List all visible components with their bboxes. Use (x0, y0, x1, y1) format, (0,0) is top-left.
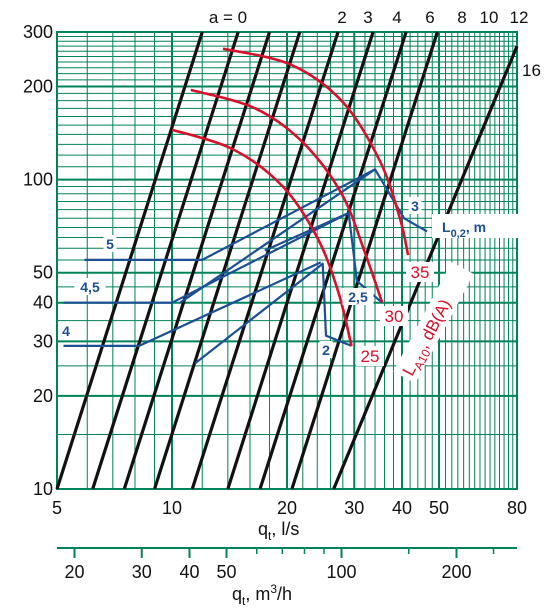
secondary-tick-label: 50 (216, 562, 236, 582)
noise-curve (190, 88, 384, 304)
x-axis-label: qt, l/s (258, 519, 299, 543)
a-line-label: 10 (480, 8, 499, 27)
throw-legend: L0,2, m (432, 214, 522, 240)
y-tick-label: 40 (33, 293, 53, 313)
noise-label-bg (380, 306, 408, 326)
noise-level-label: 25 (361, 347, 380, 366)
a-line-label: 16 (522, 61, 541, 80)
throw-legend-label: L0,2, m (442, 219, 486, 240)
x-tick-label: 5 (52, 498, 62, 518)
noise-level-label: 35 (411, 263, 430, 282)
noise-level-label: 30 (385, 307, 404, 326)
throw-level-label: 2 (322, 342, 330, 358)
y-tick-label: 100 (23, 170, 53, 190)
noise-curve (222, 47, 410, 256)
noise-label-bg (406, 262, 434, 282)
noise-label-bg (356, 346, 384, 366)
throw-label-bg (342, 288, 374, 305)
a-line-label: 12 (510, 8, 529, 27)
x-tick-label: 40 (392, 498, 412, 518)
secondary-tick-label: 200 (441, 562, 471, 582)
plot-frame (56, 31, 518, 490)
x-tick-label: 30 (344, 498, 364, 518)
throw-line (63, 212, 350, 304)
a-line (290, 31, 439, 490)
throw-level-label: 4 (62, 323, 70, 339)
y-tick-label: 200 (23, 76, 53, 96)
throw-label-bg (59, 322, 73, 339)
throw-line (194, 262, 352, 365)
a-line-label: a = 0 (209, 8, 247, 27)
secondary-x-axis: 20 30 40 50 100 200 (57, 547, 517, 582)
x-tick-label: 10 (162, 498, 182, 518)
a-line (258, 31, 408, 490)
y-axis-ticks: 10 20 30 40 50 100 200 300 (23, 22, 53, 499)
x-tick-label: 20 (277, 498, 297, 518)
throw-label-bg (408, 197, 422, 214)
throw-level-label: 3 (411, 198, 419, 214)
x-tick-label: 50 (429, 498, 449, 518)
throw-line (84, 168, 376, 261)
a-line-label: 4 (392, 8, 401, 27)
a-line-label: 8 (457, 8, 466, 27)
a-line-label: 6 (425, 8, 434, 27)
a-line-label: 2 (337, 8, 346, 27)
y-tick-label: 300 (23, 22, 53, 42)
grid-major (56, 31, 518, 490)
a-line (152, 31, 302, 490)
y-tick-label: 20 (33, 386, 53, 406)
a-line (190, 31, 340, 490)
throw-legend-bg (432, 214, 522, 238)
throw-level-label: 5 (106, 236, 114, 252)
noise-curves (171, 47, 410, 347)
secondary-tick-label: 20 (64, 562, 84, 582)
throw-label-bg (103, 235, 117, 252)
throw-level-label: 4,5 (80, 279, 100, 295)
x-tick-label: 80 (507, 498, 527, 518)
secondary-tick-label: 40 (179, 562, 199, 582)
throw-line (63, 261, 322, 347)
a-line-label: 3 (363, 8, 372, 27)
throw-line (179, 168, 428, 304)
y-tick-label: 50 (33, 263, 53, 283)
noise-legend-bg (393, 262, 474, 384)
secondary-x-axis-label: qt, m3/h (232, 582, 292, 608)
throw-label-bg (74, 278, 106, 295)
y-tick-label: 30 (33, 331, 53, 351)
throw-label-bg (319, 341, 333, 358)
throw-level-label: 2,5 (348, 289, 368, 305)
x-axis-ticks: 5 10 20 30 40 50 80 (52, 498, 527, 518)
y-tick-label: 10 (33, 479, 53, 499)
noise-curve (171, 128, 353, 347)
secondary-tick-label: 100 (326, 562, 356, 582)
secondary-tick-label: 30 (132, 562, 152, 582)
throw-lines (63, 168, 428, 365)
